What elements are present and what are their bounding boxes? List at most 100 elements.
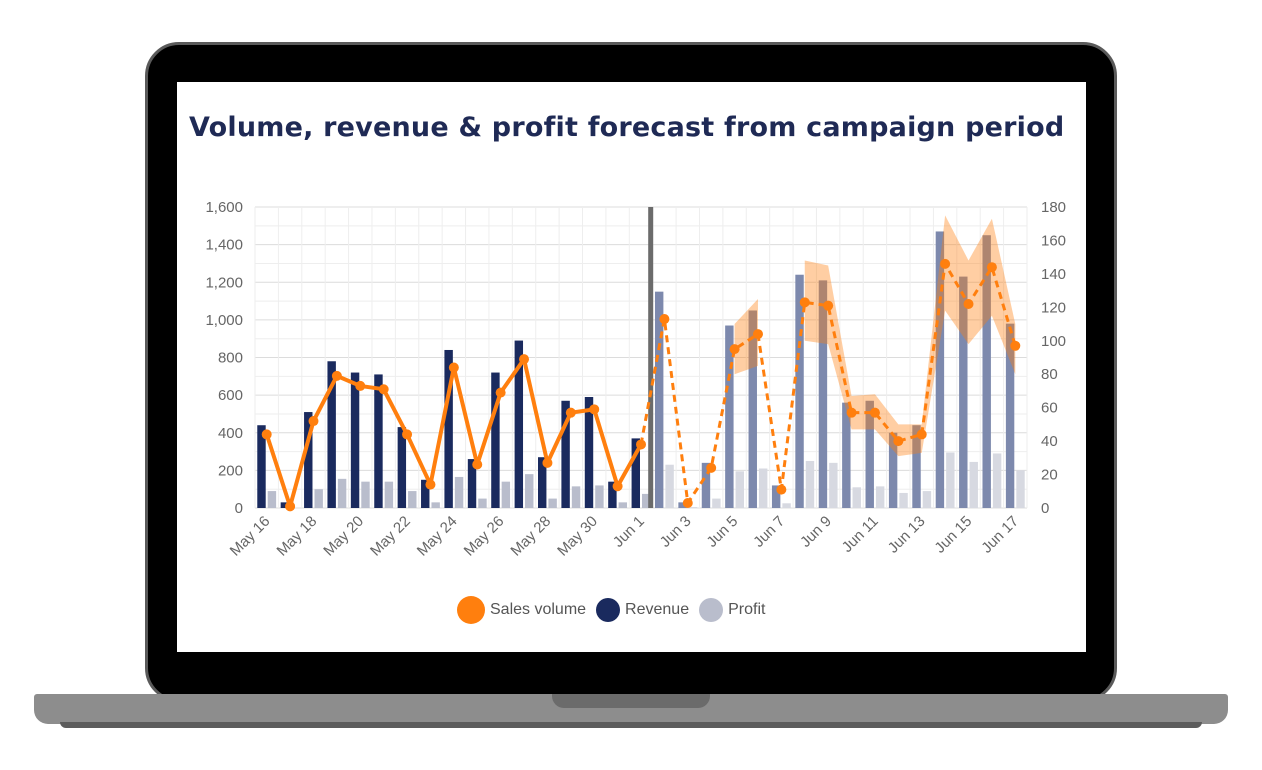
x-tick-label: Jun 3 — [657, 513, 695, 551]
profit-bar — [384, 481, 394, 508]
x-tick-label: Jun 15 — [931, 513, 975, 557]
x-tick-label: May 18 — [274, 513, 321, 560]
combo-chart: 0 200 400 600 800 1,000 1,200 1,400 1,600 0 20 40 60… — [205, 199, 1066, 560]
revenue-bar — [865, 400, 874, 508]
sales-volume-point — [823, 300, 834, 311]
revenue-bar — [421, 479, 430, 508]
legend-item-profit[interactable]: Profit — [699, 598, 765, 622]
revenue-bar — [257, 425, 266, 508]
revenue-bar — [327, 361, 336, 508]
sales-volume-point — [495, 387, 506, 398]
chart-legend: Sales volume Revenue Profit — [457, 596, 765, 624]
x-tick-label: May 20 — [320, 513, 367, 560]
profit-bar — [875, 486, 885, 508]
revenue-bar — [654, 291, 664, 508]
y-left-tick-label: 200 — [218, 462, 243, 479]
laptop-base-shadow — [60, 722, 1202, 728]
sales-volume-point — [448, 362, 459, 373]
revenue-bar — [725, 325, 734, 508]
revenue-bar — [1005, 323, 1015, 508]
profit-bar — [758, 468, 768, 508]
y-left-tick-label: 1,600 — [205, 199, 243, 216]
profit-bar — [431, 502, 440, 508]
x-tick-label: May 30 — [554, 513, 601, 560]
legend-swatch-profit — [699, 598, 724, 622]
sales-volume-point — [519, 354, 530, 365]
confidence-band — [804, 215, 1016, 457]
profit-bar — [805, 460, 815, 508]
profit-bar — [267, 491, 277, 508]
y-right-tick-label: 120 — [1041, 299, 1066, 316]
sales-volume-point — [308, 416, 319, 427]
revenue-bar — [514, 340, 524, 508]
profit-bar — [525, 474, 534, 508]
sales-volume-point — [589, 404, 600, 415]
revenue-bar — [888, 432, 898, 508]
revenue-bar — [982, 235, 991, 508]
sales-volume-point — [706, 462, 717, 473]
revenue-bar — [959, 276, 968, 508]
sales-volume-point — [1010, 340, 1021, 351]
sales-volume-point — [378, 384, 389, 395]
revenue-bar — [584, 397, 594, 508]
revenue-bar — [538, 457, 547, 508]
sales-volume-point — [472, 459, 483, 470]
sales-volume-line-forecast — [639, 262, 1017, 505]
revenue-bar — [491, 372, 500, 508]
legend-label-revenue: Revenue — [625, 601, 690, 618]
profit-bar — [618, 502, 628, 508]
x-tick-label: Jun 7 — [750, 513, 788, 551]
revenue-bar — [304, 412, 313, 508]
x-tick-label: May 22 — [367, 513, 414, 560]
revenue-bar — [842, 402, 851, 508]
profit-bar — [712, 498, 721, 508]
x-tick-label: Jun 1 — [610, 513, 648, 551]
y-right-tick-label: 180 — [1041, 199, 1066, 216]
profit-bar — [969, 461, 978, 508]
y-right-tick-label: 0 — [1041, 500, 1049, 517]
sales-volume-point — [402, 429, 413, 440]
legend-swatch-sales-volume — [457, 596, 485, 624]
sales-volume-point — [682, 497, 693, 508]
sales-volume-point — [425, 479, 436, 490]
revenue-bar — [467, 459, 477, 508]
y-left-tick-label: 400 — [218, 425, 243, 442]
y-right-tick-label: 160 — [1041, 232, 1066, 249]
legend-item-sales-volume[interactable]: Sales volume — [457, 596, 586, 624]
sales-volume-point — [940, 258, 951, 269]
x-tick-label: May 26 — [461, 513, 508, 560]
profit-bar — [361, 481, 370, 508]
y-left-tick-label: 1,200 — [205, 274, 243, 291]
profit-bar — [992, 453, 1002, 508]
profit-bar — [314, 489, 323, 508]
revenue-bar — [608, 481, 617, 508]
sales-volume-point — [261, 429, 272, 440]
sales-volume-point — [636, 439, 646, 450]
laptop-screen: Volume, revenue & profit forecast from c… — [177, 82, 1086, 652]
x-tick-label: Jun 9 — [797, 513, 835, 551]
profit-bar — [478, 498, 487, 508]
revenue-bar — [701, 462, 711, 508]
profit-bar — [595, 485, 604, 508]
legend-item-revenue[interactable]: Revenue — [596, 598, 689, 622]
y-left-tick-label: 600 — [218, 387, 243, 404]
sales-volume-point — [799, 297, 810, 308]
y-right-tick-label: 100 — [1041, 333, 1066, 350]
laptop-notch — [552, 694, 710, 708]
revenue-bar — [935, 231, 945, 509]
x-tick-label: May 28 — [507, 513, 554, 560]
sales-volume-point — [285, 501, 296, 512]
sales-volume-point — [659, 314, 670, 325]
sales-volume-point — [565, 407, 576, 418]
y-left-tick-label: 800 — [218, 350, 243, 367]
sales-volume-point — [612, 481, 623, 492]
revenue-bar — [444, 349, 453, 508]
revenue-bar — [771, 485, 781, 508]
sales-volume-point — [776, 484, 787, 495]
revenue-bar — [912, 425, 921, 508]
y-left-tick-label: 0 — [235, 500, 243, 517]
sales-volume-point — [893, 436, 904, 447]
profit-bar — [501, 481, 511, 508]
sales-volume-point — [752, 329, 763, 340]
sales-volume-point — [355, 380, 366, 391]
